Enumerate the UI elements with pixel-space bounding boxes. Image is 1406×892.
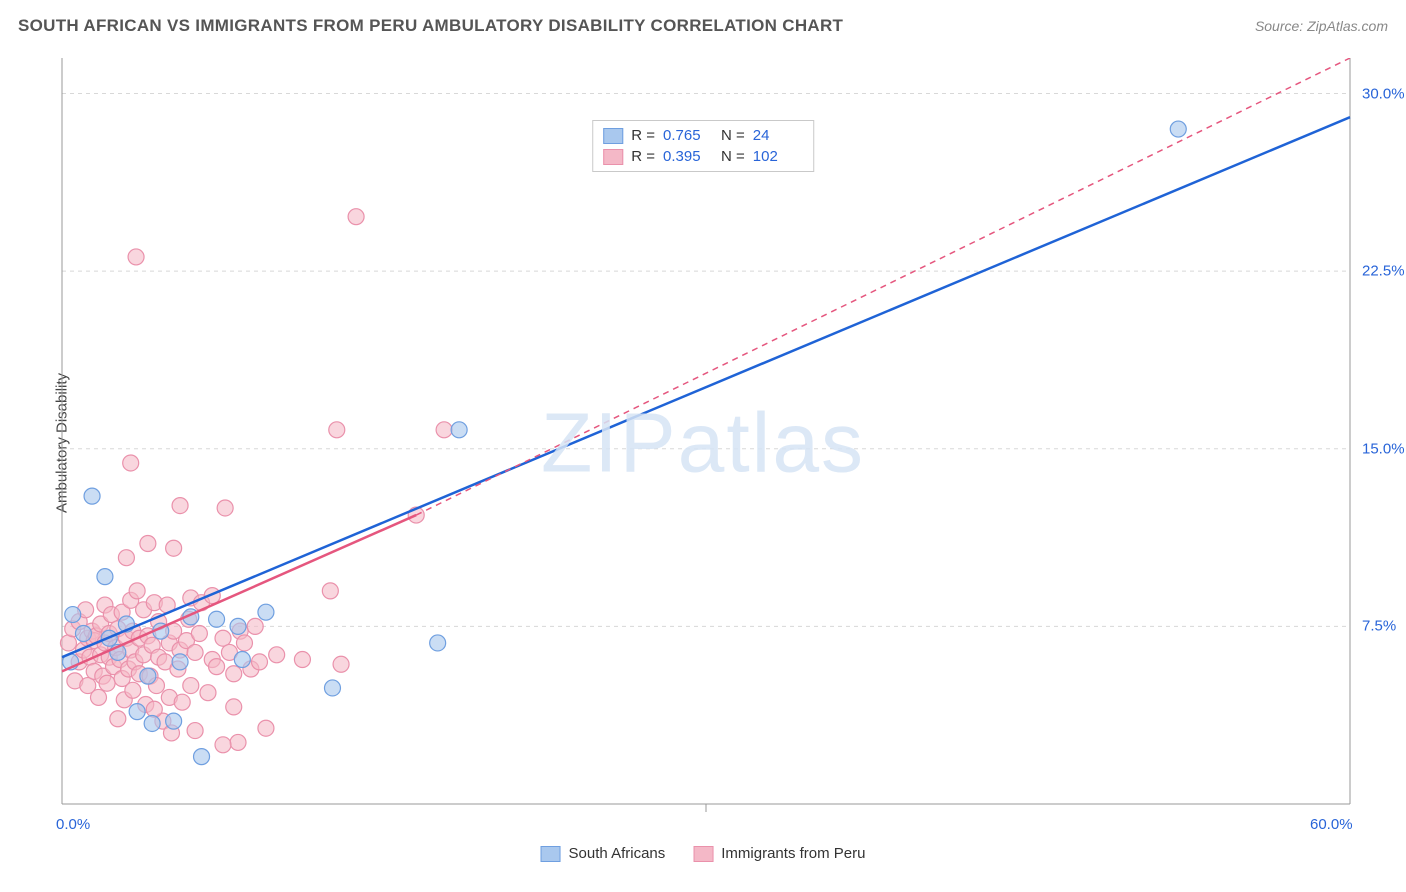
legend-item-1: Immigrants from Peru [693, 845, 865, 862]
legend-swatch [541, 846, 561, 862]
scatter-plot [48, 58, 1358, 828]
legend-item-0: South Africans [541, 845, 666, 862]
y-tick-label: 7.5% [1362, 618, 1396, 635]
y-tick-label: 22.5% [1362, 263, 1405, 280]
x-origin-label: 0.0% [56, 816, 90, 833]
legend-swatch [693, 846, 713, 862]
chart-area: Ambulatory Disability ZIPatlas R = 0.765… [48, 58, 1358, 828]
swatch-peru [603, 149, 623, 165]
correlation-row-2: R = 0.395 N = 102 [603, 146, 803, 167]
chart-source: Source: ZipAtlas.com [1255, 18, 1388, 34]
correlation-legend: R = 0.765 N = 24 R = 0.395 N = 102 [592, 120, 814, 172]
swatch-south-african [603, 128, 623, 144]
legend-label: South Africans [569, 845, 666, 862]
legend-label: Immigrants from Peru [721, 845, 865, 862]
x-max-label: 60.0% [1310, 816, 1353, 833]
chart-title: SOUTH AFRICAN VS IMMIGRANTS FROM PERU AM… [18, 16, 843, 36]
chart-header: SOUTH AFRICAN VS IMMIGRANTS FROM PERU AM… [18, 16, 1388, 36]
series-legend: South Africans Immigrants from Peru [541, 845, 866, 862]
correlation-row-1: R = 0.765 N = 24 [603, 125, 803, 146]
y-tick-label: 30.0% [1362, 85, 1405, 102]
y-tick-label: 15.0% [1362, 440, 1405, 457]
